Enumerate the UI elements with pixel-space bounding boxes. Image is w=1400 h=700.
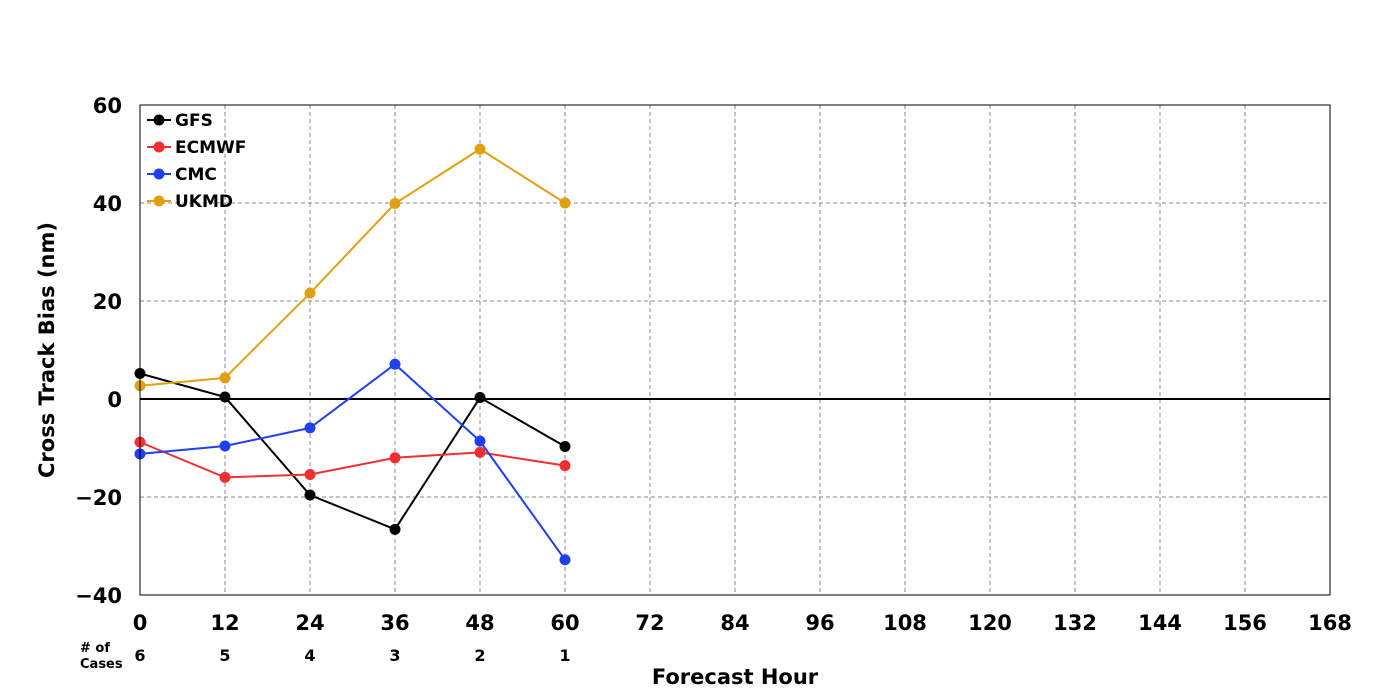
data-point-gfs [389,523,401,535]
series-lines [134,143,571,566]
series-line-cmc [139,362,566,561]
data-point-ukmd [389,197,401,209]
y-tick-label: 40 [93,192,122,216]
cases-label-line2: Cases [80,657,123,672]
legend-label-gfs: GFS [175,111,213,131]
data-point-cmc [219,440,231,452]
x-tick-label: 156 [1223,611,1267,635]
data-point-ecmwf [389,452,401,464]
y-tick-label: 20 [93,290,122,314]
series-line-ecmwf [139,441,566,479]
series-line-ukmd [139,147,566,387]
x-tick-label: 24 [295,611,324,635]
x-tick-label: 132 [1053,611,1097,635]
x-tick-label: 84 [720,611,749,635]
case-count: 3 [389,646,400,665]
x-tick-label: 72 [635,611,664,635]
legend-label-cmc: CMC [175,165,217,185]
x-tick-label: 12 [210,611,239,635]
x-tick-label: 36 [380,611,409,635]
data-point-ecmwf [474,446,486,458]
x-tick-label: 168 [1308,611,1352,635]
case-count: 4 [304,646,315,665]
data-point-gfs [304,489,316,501]
data-point-cmc [474,435,486,447]
plot-frame [139,104,1331,596]
data-point-ecmwf [559,460,571,472]
legend-marker-ukmd [153,195,165,207]
data-point-ecmwf [219,471,231,483]
x-tick-label: 0 [133,611,148,635]
y-tick-label: −40 [75,584,122,608]
case-count: 2 [474,646,485,665]
legend-marker-ecmwf [153,141,165,153]
x-tick-label: 144 [1138,611,1182,635]
data-point-ukmd [559,197,571,209]
legend-label-ecmwf: ECMWF [175,138,246,158]
y-tick-label: 60 [93,94,122,118]
case-count: 1 [559,646,570,665]
data-point-cmc [389,358,401,370]
x-tick-labels: 0 12 24 36 48 60 72 84 96 108 120 132 144 156 168 [133,611,1352,635]
x-tick-label: 60 [550,611,579,635]
data-point-cmc [304,422,316,434]
case-count: 5 [219,646,230,665]
y-tick-label: 0 [107,388,122,412]
y-tick-label: −20 [75,486,122,510]
series-line-gfs [139,372,566,531]
legend-label-ukmd: UKMD [175,192,233,212]
x-tick-label: 108 [883,611,927,635]
x-tick-label: 48 [465,611,494,635]
y-tick-labels: −40 −20 0 20 40 60 [75,94,122,608]
legend-marker-gfs [153,114,165,126]
data-point-ecmwf [304,468,316,480]
legend: GFS ECMWF CMC UKMD [147,111,246,212]
data-point-ukmd [219,372,231,384]
x-tick-label: 96 [805,611,834,635]
y-axis-label: Cross Track Bias (nm) [35,222,59,478]
legend-marker-cmc [153,168,165,180]
data-point-ukmd [304,287,316,299]
cases-label-line1: # of [80,641,110,656]
grid [139,104,1331,596]
data-point-gfs [559,441,571,453]
data-point-gfs [219,391,231,403]
x-tick-label: 120 [968,611,1012,635]
data-point-gfs [474,392,486,404]
cases-row: # of Cases 6 5 4 3 2 1 [80,641,571,672]
data-point-cmc [559,554,571,566]
case-count: 6 [134,646,145,665]
x-axis-label: Forecast Hour [652,665,819,689]
data-point-ukmd [474,143,486,155]
